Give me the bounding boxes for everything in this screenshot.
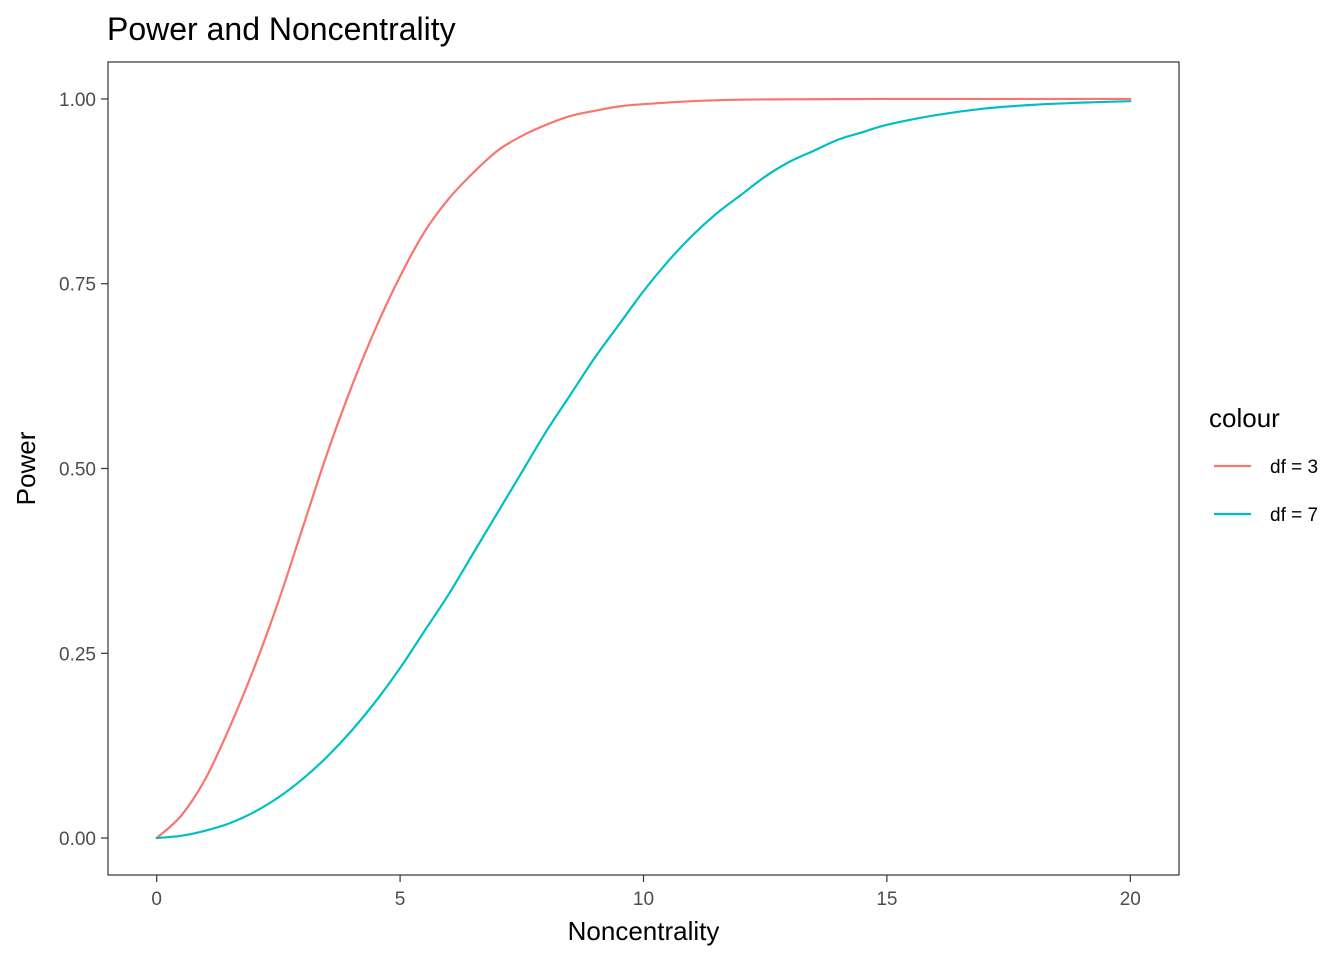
x-tick-label: 20 — [1120, 889, 1141, 910]
plot-panel — [107, 61, 1180, 876]
y-tick-label: 1.00 — [59, 90, 96, 111]
legend-label-df-3: df = 3 — [1270, 457, 1318, 478]
legend-label-df-7: df = 7 — [1270, 505, 1318, 526]
y-tick-label: 0.00 — [59, 829, 96, 850]
y-axis-title: Power — [11, 431, 41, 505]
series-line-df-7 — [155, 100, 1132, 840]
y-axis: 0.00 0.25 0.50 0.75 1.00 — [59, 90, 108, 850]
x-tick-label: 0 — [151, 889, 162, 910]
y-tick-label: 0.25 — [59, 644, 96, 665]
chart-title: Power and Noncentrality — [107, 11, 456, 47]
x-tick-label: 5 — [395, 889, 406, 910]
x-tick-label: 15 — [876, 889, 897, 910]
series-layer — [155, 97, 1132, 840]
y-tick-label: 0.75 — [59, 275, 96, 296]
x-axis-title: Noncentrality — [568, 916, 720, 946]
series-line-df-3 — [155, 97, 1132, 840]
x-tick-label: 10 — [633, 889, 654, 910]
y-tick-label: 0.50 — [59, 460, 96, 481]
legend-title: colour — [1209, 403, 1280, 433]
legend: colour df = 3 df = 7 — [1209, 403, 1318, 526]
x-axis: 0 5 10 15 20 — [151, 875, 1141, 910]
